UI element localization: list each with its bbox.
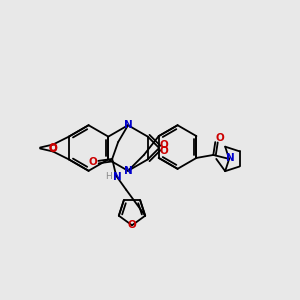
Text: N: N: [113, 172, 122, 182]
Text: N: N: [226, 153, 235, 163]
Text: O: O: [89, 157, 98, 167]
Text: O: O: [159, 146, 168, 157]
Text: O: O: [49, 143, 57, 154]
Text: H: H: [105, 172, 112, 181]
Text: N: N: [124, 166, 132, 176]
Text: N: N: [124, 120, 132, 130]
Text: O: O: [49, 142, 57, 152]
Text: O: O: [216, 133, 225, 143]
Text: O: O: [159, 140, 168, 150]
Text: O: O: [128, 220, 136, 230]
